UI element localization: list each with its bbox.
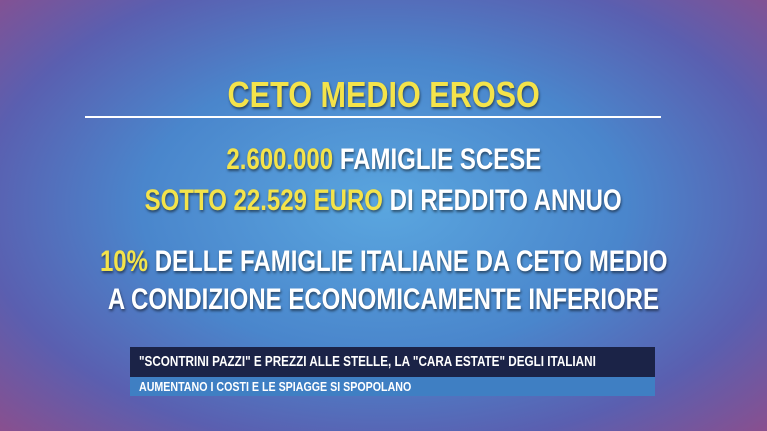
text: FAMIGLIE SCESE	[339, 143, 541, 176]
ticker-main-bar: "SCONTRINI PAZZI" E PREZZI ALLE STELLE, …	[130, 347, 655, 377]
text: A CONDIZIONE ECONOMICAMENTE INFERIORE	[107, 283, 660, 316]
ticker-sub: AUMENTANO I COSTI E LE SPIAGGE SI SPOPOL…	[139, 379, 412, 394]
body-line-text: 10% DELLE FAMIGLIE ITALIANE DA CETO MEDIO	[100, 245, 668, 279]
ticker-main: "SCONTRINI PAZZI" E PREZZI ALLE STELLE, …	[139, 353, 596, 370]
body-line: SOTTO 22.529 EURO DI REDDITO ANNUO	[0, 184, 767, 218]
body-line-text: 2.600.000 FAMIGLIE SCESE	[226, 143, 541, 177]
divider	[85, 116, 661, 118]
body-line: 2.600.000 FAMIGLIE SCESE	[0, 143, 767, 177]
body-line: 10% DELLE FAMIGLIE ITALIANE DA CETO MEDIO	[0, 245, 767, 279]
highlight-text: 10%	[99, 245, 148, 278]
body-line: A CONDIZIONE ECONOMICAMENTE INFERIORE	[0, 283, 767, 317]
headline-title: CETO MEDIO EROSO	[227, 74, 540, 115]
text: DELLE FAMIGLIE ITALIANE DA CETO MEDIO	[154, 245, 668, 278]
body-line-text: A CONDIZIONE ECONOMICAMENTE INFERIORE	[108, 283, 659, 317]
highlight-text: SOTTO 22.529 EURO	[144, 184, 384, 217]
body-line-text: SOTTO 22.529 EURO DI REDDITO ANNUO	[145, 184, 622, 218]
highlight-text: 2.600.000	[226, 143, 333, 176]
text: DI REDDITO ANNUO	[389, 184, 623, 217]
headline: CETO MEDIO EROSO	[0, 74, 767, 116]
ticker-sub-bar: AUMENTANO I COSTI E LE SPIAGGE SI SPOPOL…	[130, 377, 655, 396]
